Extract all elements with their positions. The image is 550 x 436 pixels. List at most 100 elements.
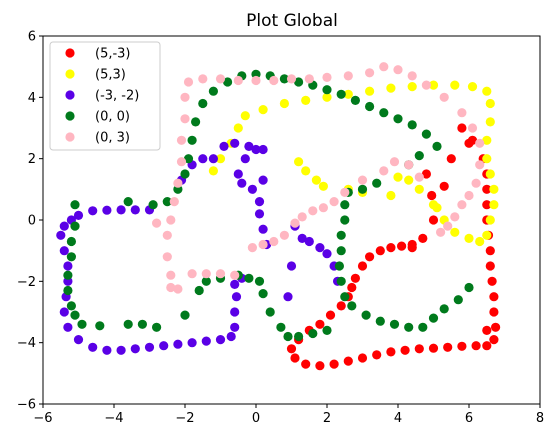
data-point bbox=[162, 230, 172, 240]
data-point bbox=[208, 154, 218, 164]
data-point bbox=[485, 246, 495, 256]
data-point bbox=[457, 200, 467, 210]
data-point bbox=[311, 175, 321, 185]
data-point bbox=[329, 359, 339, 369]
data-point bbox=[66, 301, 76, 311]
data-point bbox=[198, 98, 208, 109]
data-point bbox=[308, 328, 318, 339]
data-point bbox=[237, 178, 247, 188]
data-point bbox=[73, 335, 84, 345]
data-point bbox=[294, 157, 304, 167]
data-point bbox=[471, 178, 481, 188]
data-point bbox=[436, 227, 446, 237]
data-point bbox=[240, 111, 250, 121]
data-point bbox=[372, 178, 382, 188]
data-point bbox=[489, 307, 499, 317]
data-point bbox=[297, 233, 307, 243]
data-point bbox=[162, 252, 172, 262]
data-point bbox=[258, 144, 268, 155]
data-point bbox=[485, 169, 495, 179]
data-point bbox=[347, 282, 357, 293]
x-tick-label: −6 bbox=[33, 411, 52, 426]
data-point bbox=[361, 310, 371, 320]
data-point bbox=[251, 144, 261, 155]
data-point bbox=[475, 160, 485, 170]
data-point bbox=[180, 310, 190, 320]
data-point bbox=[254, 276, 265, 286]
data-point bbox=[414, 184, 424, 194]
data-point bbox=[279, 98, 289, 109]
data-point bbox=[482, 325, 492, 335]
data-point bbox=[215, 74, 226, 84]
data-point bbox=[258, 224, 268, 234]
data-point bbox=[336, 301, 346, 311]
data-point bbox=[304, 74, 314, 84]
data-point bbox=[482, 154, 492, 164]
data-point bbox=[176, 135, 187, 145]
data-point bbox=[407, 120, 417, 130]
chart-title: Plot Global bbox=[246, 11, 338, 31]
data-point bbox=[59, 221, 69, 231]
data-point bbox=[269, 75, 279, 86]
data-point bbox=[421, 169, 431, 179]
data-point bbox=[294, 331, 304, 342]
data-point bbox=[73, 210, 84, 220]
data-point bbox=[180, 114, 190, 124]
data-point bbox=[379, 108, 389, 118]
data-point bbox=[340, 292, 350, 302]
data-point bbox=[439, 304, 449, 314]
data-point bbox=[198, 154, 208, 164]
data-point bbox=[258, 239, 268, 250]
data-point bbox=[265, 307, 275, 317]
data-point bbox=[223, 77, 233, 87]
data-point bbox=[159, 341, 169, 351]
data-point bbox=[322, 85, 332, 95]
data-point bbox=[487, 276, 497, 286]
data-point bbox=[336, 276, 346, 286]
data-point bbox=[389, 157, 400, 167]
data-point bbox=[414, 151, 424, 161]
data-point bbox=[457, 108, 467, 118]
data-point bbox=[482, 341, 492, 351]
data-point bbox=[372, 350, 382, 360]
data-point bbox=[247, 184, 257, 194]
y-tick-label: −2 bbox=[17, 275, 36, 290]
data-point bbox=[208, 86, 218, 96]
data-point bbox=[286, 344, 297, 354]
legend-marker bbox=[65, 69, 75, 79]
y-tick-label: −6 bbox=[17, 398, 36, 413]
legend-label: (0, 0) bbox=[95, 110, 130, 125]
data-point bbox=[432, 141, 442, 151]
data-point bbox=[421, 80, 431, 90]
data-point bbox=[379, 166, 389, 176]
data-point bbox=[244, 141, 254, 151]
data-point bbox=[301, 166, 311, 176]
data-point bbox=[432, 203, 442, 213]
data-point bbox=[404, 160, 414, 170]
series-4 bbox=[152, 62, 485, 294]
data-point bbox=[88, 206, 98, 216]
data-point bbox=[70, 310, 80, 320]
y-tick-label: 2 bbox=[28, 152, 36, 167]
legend-marker bbox=[65, 48, 75, 58]
data-point bbox=[400, 345, 410, 355]
data-point bbox=[446, 154, 456, 164]
axis-ticks: −6 −4 −2 0 2 4 6 8 −6 −4 −2 0 2 4 6 bbox=[17, 30, 544, 427]
data-point bbox=[66, 252, 76, 262]
data-point bbox=[230, 322, 240, 332]
data-point bbox=[343, 89, 353, 99]
data-point bbox=[386, 190, 396, 201]
data-point bbox=[240, 154, 250, 164]
data-point bbox=[397, 241, 407, 251]
data-point bbox=[169, 197, 179, 207]
series-layer bbox=[56, 62, 501, 371]
data-point bbox=[286, 261, 297, 271]
data-point bbox=[258, 175, 268, 185]
data-point bbox=[418, 233, 428, 243]
plot-frame bbox=[42, 35, 541, 405]
data-point bbox=[301, 359, 311, 369]
data-point bbox=[325, 310, 336, 320]
data-point bbox=[482, 184, 492, 194]
data-point bbox=[464, 138, 474, 148]
data-point bbox=[418, 322, 428, 332]
